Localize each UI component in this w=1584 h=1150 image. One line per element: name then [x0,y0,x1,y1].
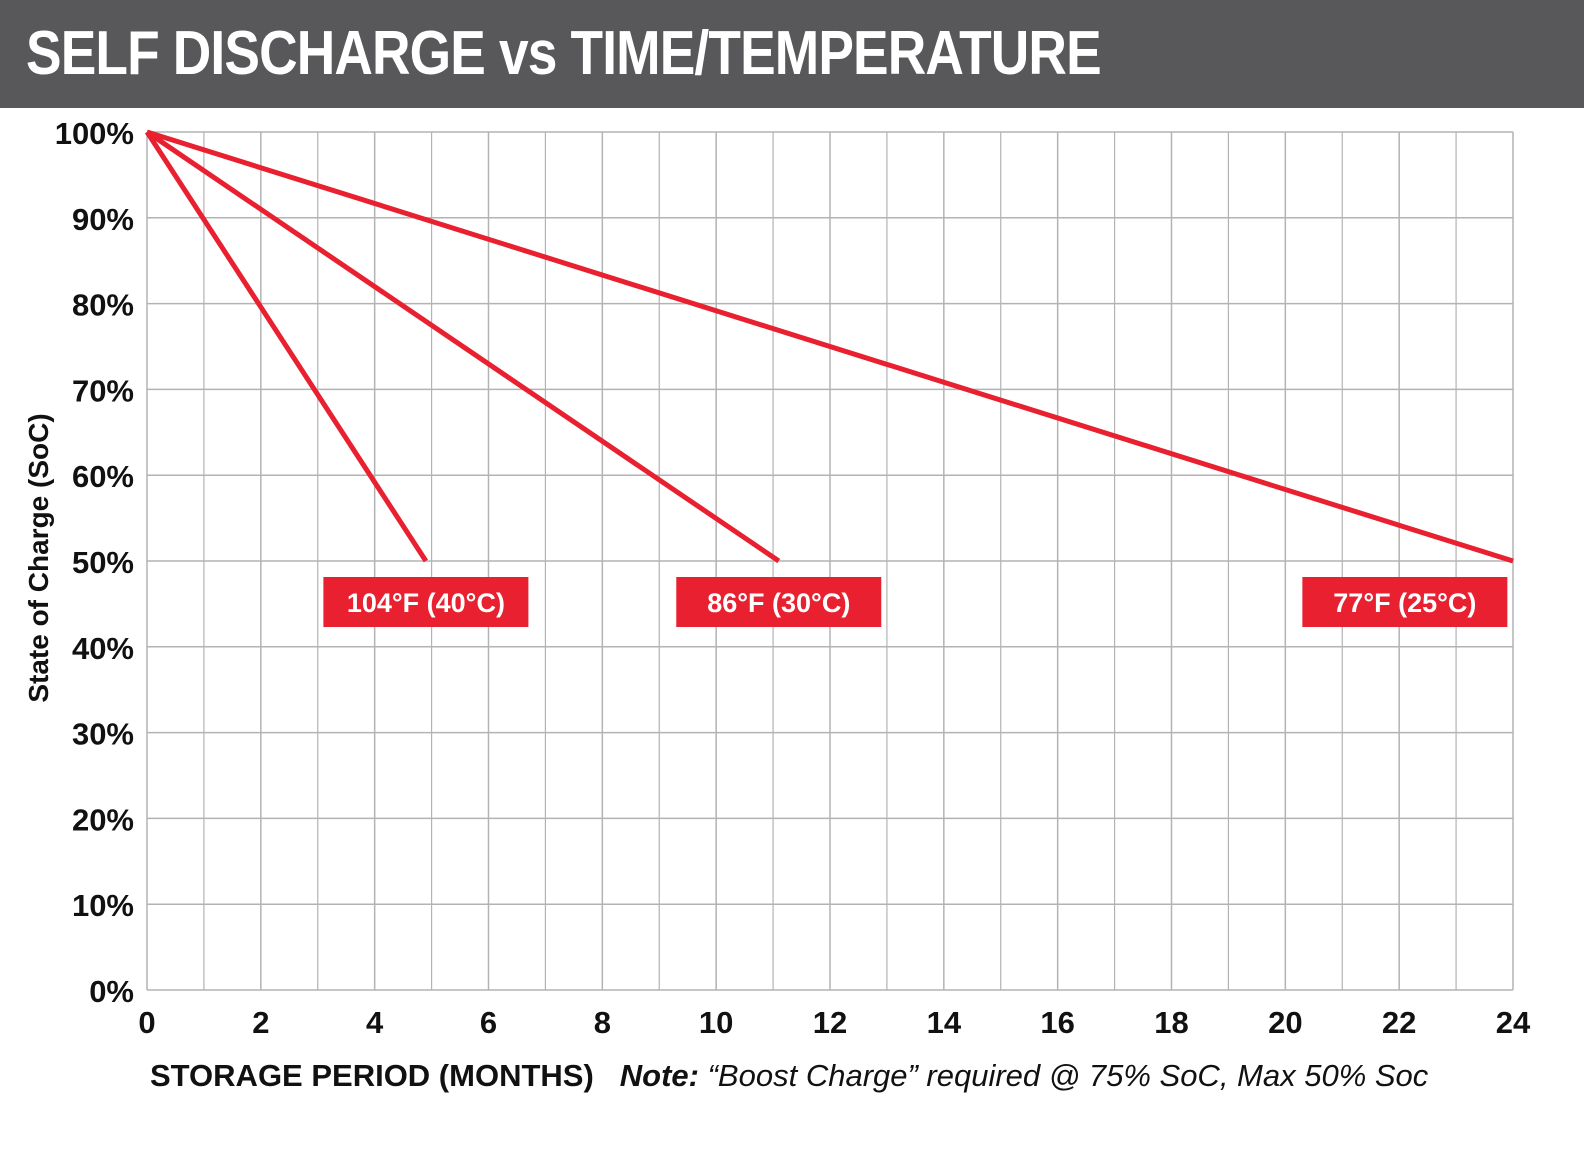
x-tick-label: 20 [1268,1005,1302,1040]
x-tick-label: 0 [138,1005,155,1040]
series-label: 77°F (25°C) [1333,588,1476,618]
x-tick-label: 14 [927,1005,962,1040]
note-text: “Boost Charge” required @ 75% SoC, Max 5… [699,1058,1429,1093]
title-bar: SELF DISCHARGE vs TIME/TEMPERATURE [0,0,1584,108]
series-label: 104°F (40°C) [347,588,505,618]
x-tick-label: 2 [252,1005,269,1040]
y-tick-label: 30% [72,717,134,752]
y-axis-label: State of Charge (SoC) [23,413,54,702]
series-label-box [323,577,529,627]
x-tick-label: 22 [1382,1005,1416,1040]
series-label-box [1302,577,1508,627]
x-tick-label: 4 [366,1005,384,1040]
series-label-box [676,577,882,627]
series-line [144,130,428,563]
series-line [146,129,1514,564]
y-axis-ticks: 0% 10% 20% 30% 40% 50% 60% 70% 80% 90% 100% [55,116,134,1009]
footnote: Note: “Boost Charge” required @ 75% SoC,… [620,1058,1429,1093]
x-tick-label: 18 [1154,1005,1188,1040]
x-tick-label: 10 [699,1005,733,1040]
y-tick-label: 80% [72,288,134,323]
y-tick-label: 100% [55,116,134,151]
y-tick-label: 90% [72,202,134,237]
x-axis-label: STORAGE PERIOD (MONTHS) [150,1058,594,1093]
y-tick-label: 20% [72,802,134,837]
grid [146,131,1514,991]
y-tick-label: 10% [72,888,134,923]
y-tick-label: 0% [89,974,134,1009]
series-labels: 104°F (40°C) 86°F (30°C) 77°F (25°C) [323,577,1508,627]
y-tick-label: 70% [72,373,134,408]
series-label: 86°F (30°C) [707,588,850,618]
y-tick-label: 50% [72,545,134,580]
x-axis-ticks: 0 2 4 6 8 10 12 14 16 18 20 22 24 [138,1005,1531,1040]
y-tick-label: 60% [72,459,134,494]
chart-title: SELF DISCHARGE vs TIME/TEMPERATURE [26,19,1102,88]
x-tick-label: 24 [1496,1005,1531,1040]
x-tick-label: 6 [480,1005,497,1040]
series-line [145,129,781,564]
x-axis-row: STORAGE PERIOD (MONTHS) Note: “Boost Char… [150,1058,1428,1094]
y-tick-label: 40% [72,631,134,666]
x-tick-label: 8 [594,1005,611,1040]
x-tick-label: 16 [1040,1005,1074,1040]
x-tick-label: 12 [813,1005,847,1040]
series-group [144,129,1514,564]
note-lead: Note: [619,1058,699,1093]
